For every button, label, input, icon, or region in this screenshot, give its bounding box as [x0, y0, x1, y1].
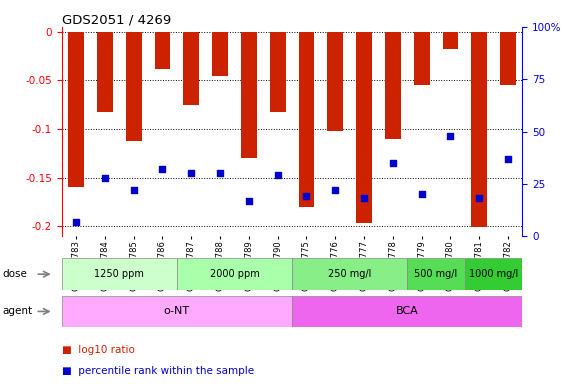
Bar [212, 32, 228, 76]
Bar [299, 32, 315, 207]
Point [331, 187, 340, 193]
Bar [443, 32, 459, 49]
Point [504, 156, 513, 162]
Point [187, 170, 196, 176]
Bar [62, 296, 292, 327]
Point [244, 197, 254, 204]
Point [417, 191, 426, 197]
Text: BCA: BCA [396, 306, 419, 316]
Bar [177, 258, 292, 290]
Point [273, 172, 282, 179]
Bar [68, 32, 84, 187]
Text: 250 mg/l: 250 mg/l [328, 269, 371, 279]
Text: o-NT: o-NT [164, 306, 190, 316]
Bar [62, 258, 177, 290]
Point [71, 218, 81, 225]
Point [475, 195, 484, 202]
Bar [465, 258, 522, 290]
Bar [385, 32, 401, 139]
Point [446, 132, 455, 139]
Text: 500 mg/l: 500 mg/l [415, 269, 458, 279]
Bar [414, 32, 429, 85]
Text: agent: agent [3, 306, 33, 316]
Bar [327, 32, 343, 131]
Text: 1250 ppm: 1250 ppm [94, 269, 144, 279]
Point [302, 193, 311, 199]
Bar [292, 296, 522, 327]
Bar [183, 32, 199, 105]
Bar [471, 32, 487, 227]
Point [215, 170, 224, 176]
Bar [126, 32, 142, 141]
Text: ■  percentile rank within the sample: ■ percentile rank within the sample [62, 366, 254, 376]
Point [158, 166, 167, 172]
Bar [407, 258, 465, 290]
Bar [292, 258, 407, 290]
Bar [97, 32, 113, 112]
Point [129, 187, 138, 193]
Bar [356, 32, 372, 223]
Text: 2000 ppm: 2000 ppm [210, 269, 259, 279]
Point [360, 195, 369, 202]
Text: dose: dose [3, 269, 28, 279]
Text: 1000 mg/l: 1000 mg/l [469, 269, 518, 279]
Point [100, 174, 110, 180]
Point [388, 160, 397, 166]
Bar [155, 32, 170, 69]
Bar [241, 32, 257, 158]
Text: ■  log10 ratio: ■ log10 ratio [62, 345, 135, 355]
Bar [500, 32, 516, 85]
Bar [270, 32, 286, 112]
Text: GDS2051 / 4269: GDS2051 / 4269 [62, 13, 171, 26]
